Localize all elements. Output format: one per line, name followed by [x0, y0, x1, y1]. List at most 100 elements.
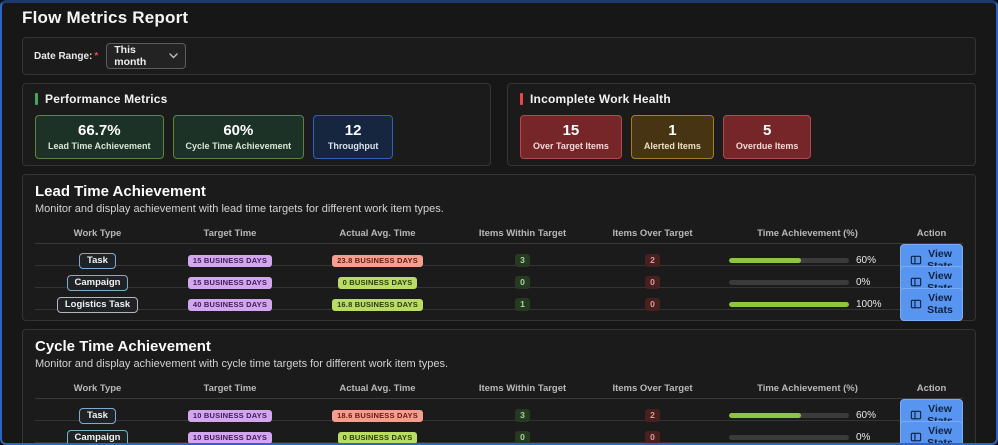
red-accent-bar — [520, 93, 523, 105]
view-columns-icon — [910, 276, 922, 288]
items-within-target-count: 0 — [515, 431, 530, 443]
view-stats-button[interactable]: View Stats — [900, 288, 963, 321]
progress-percent-label: 0% — [856, 277, 871, 288]
panel-header: Performance Metrics — [35, 92, 478, 106]
table-row: Logistics Task 40 BUSINESS DAYS 16.8 BUS… — [35, 288, 963, 321]
actual-avg-time-badge: 23.8 BUSINESS DAYS — [332, 254, 423, 267]
column-header: Actual Avg. Time — [339, 228, 416, 239]
column-header: Items Within Target — [478, 383, 567, 394]
table-header-row: Work Type Target Time Actual Avg. Time I… — [35, 379, 963, 399]
table-row: Campaign 10 BUSINESS DAYS 0 BUSINESS DAY… — [35, 421, 963, 443]
column-header: Actual Avg. Time — [339, 383, 416, 394]
column-header: Target Time — [203, 383, 257, 394]
column-header: Items Over Target — [612, 383, 693, 394]
column-header: Action — [916, 228, 947, 239]
items-over-target-count: 0 — [645, 276, 660, 289]
work-type-badge: Campaign — [66, 274, 129, 291]
work-type-badge: Campaign — [66, 429, 129, 443]
work-type-badge: Task — [79, 252, 116, 269]
filter-panel: Date Range: * This month — [22, 37, 976, 75]
panel-title: Performance Metrics — [45, 92, 168, 106]
items-within-target-count: 0 — [515, 276, 530, 289]
work-type-badge: Logistics Task — [56, 296, 139, 313]
metric-card-alerted: 1 Alerted Items — [630, 115, 714, 159]
target-time-badge: 15 BUSINESS DAYS — [187, 254, 273, 267]
actual-avg-time-badge: 18.6 BUSINESS DAYS — [332, 409, 423, 422]
table-row: Campaign 15 BUSINESS DAYS 0 BUSINESS DAY… — [35, 266, 963, 299]
section-subtitle: Monitor and display achievement with cyc… — [35, 358, 449, 370]
progress-bar-fill — [729, 413, 801, 418]
metric-label: Lead Time Achievement — [48, 141, 151, 151]
date-range-value: This month — [114, 44, 147, 68]
progress-percent-label: 60% — [856, 410, 877, 421]
column-header: Action — [916, 383, 947, 394]
metric-value: 15 — [562, 122, 580, 139]
progress-bar — [729, 435, 849, 440]
section-subtitle: Monitor and display achievement with lea… — [35, 203, 444, 215]
section-title: Lead Time Achievement — [35, 183, 206, 200]
metric-card-over-target: 15 Over Target Items — [520, 115, 622, 159]
progress-percent-label: 0% — [856, 432, 871, 443]
progress-bar-fill — [729, 302, 849, 307]
column-header: Time Achievement (%) — [757, 228, 858, 239]
progress-percent-label: 100% — [856, 299, 882, 310]
metric-card-overdue: 5 Overdue Items — [722, 115, 812, 159]
panel-header: Incomplete Work Health — [520, 92, 963, 106]
view-stats-label: View Stats — [927, 292, 953, 316]
progress-bar — [729, 413, 849, 418]
progress-bar — [729, 258, 849, 263]
metric-card-cycle-time: 60% Cycle Time Achievement — [172, 115, 305, 159]
actual-avg-time-badge: 16.8 BUSINESS DAYS — [332, 298, 423, 311]
column-header: Time Achievement (%) — [757, 383, 858, 394]
view-stats-button[interactable]: View Stats — [900, 421, 963, 445]
metric-cards: 66.7% Lead Time Achievement 60% Cycle Ti… — [35, 115, 478, 159]
required-asterisk: * — [94, 50, 99, 62]
metric-value: 60% — [223, 122, 254, 139]
performance-metrics-panel: Performance Metrics 66.7% Lead Time Achi… — [22, 83, 491, 166]
view-columns-icon — [910, 409, 922, 421]
metric-value: 66.7% — [78, 122, 121, 139]
metric-label: Cycle Time Achievement — [185, 141, 292, 151]
items-over-target-count: 2 — [645, 409, 660, 422]
metric-card-throughput: 12 Throughput — [313, 115, 394, 159]
metric-label: Over Target Items — [533, 141, 609, 151]
target-time-badge: 40 BUSINESS DAYS — [187, 298, 273, 311]
metric-label: Overdue Items — [735, 141, 799, 151]
table-row: Task 10 BUSINESS DAYS 18.6 BUSINESS DAYS… — [35, 399, 963, 432]
view-columns-icon — [910, 431, 922, 443]
chevron-down-icon — [169, 53, 178, 59]
metric-card-lead-time: 66.7% Lead Time Achievement — [35, 115, 164, 159]
actual-avg-time-badge: 0 BUSINESS DAYS — [337, 431, 418, 443]
actual-avg-time-badge: 0 BUSINESS DAYS — [337, 276, 418, 289]
cycle-time-achievement-section: Cycle Time Achievement Monitor and displ… — [22, 329, 976, 443]
progress-bar — [729, 302, 849, 307]
metric-value: 5 — [763, 122, 772, 139]
progress-percent-label: 60% — [856, 255, 877, 266]
column-header: Items Over Target — [612, 228, 693, 239]
lead-time-achievement-section: Lead Time Achievement Monitor and displa… — [22, 174, 976, 321]
date-range-label: Date Range: — [34, 50, 93, 62]
metric-value: 12 — [344, 122, 362, 139]
work-type-badge: Task — [79, 407, 116, 424]
green-accent-bar — [35, 93, 38, 105]
items-over-target-count: 0 — [645, 298, 660, 311]
items-within-target-count: 1 — [515, 298, 530, 311]
metric-label: Alerted Items — [643, 141, 701, 151]
items-within-target-count: 3 — [515, 254, 530, 267]
column-header: Work Type — [73, 383, 122, 394]
table-row: Task 15 BUSINESS DAYS 23.8 BUSINESS DAYS… — [35, 244, 963, 277]
incomplete-work-health-panel: Incomplete Work Health 15 Over Target It… — [507, 83, 976, 166]
metric-value: 1 — [668, 122, 677, 139]
table-header-row: Work Type Target Time Actual Avg. Time I… — [35, 224, 963, 244]
metric-label: Throughput — [327, 141, 379, 151]
progress-bar — [729, 280, 849, 285]
column-header: Work Type — [73, 228, 122, 239]
section-title: Cycle Time Achievement — [35, 338, 211, 355]
view-stats-label: View Stats — [927, 425, 953, 445]
summary-metrics-row: Performance Metrics 66.7% Lead Time Achi… — [22, 83, 976, 166]
metric-cards: 15 Over Target Items 1 Alerted Items 5 O… — [520, 115, 963, 159]
target-time-badge: 15 BUSINESS DAYS — [187, 276, 273, 289]
target-time-badge: 10 BUSINESS DAYS — [187, 431, 273, 443]
date-range-select[interactable]: This month — [106, 43, 187, 69]
